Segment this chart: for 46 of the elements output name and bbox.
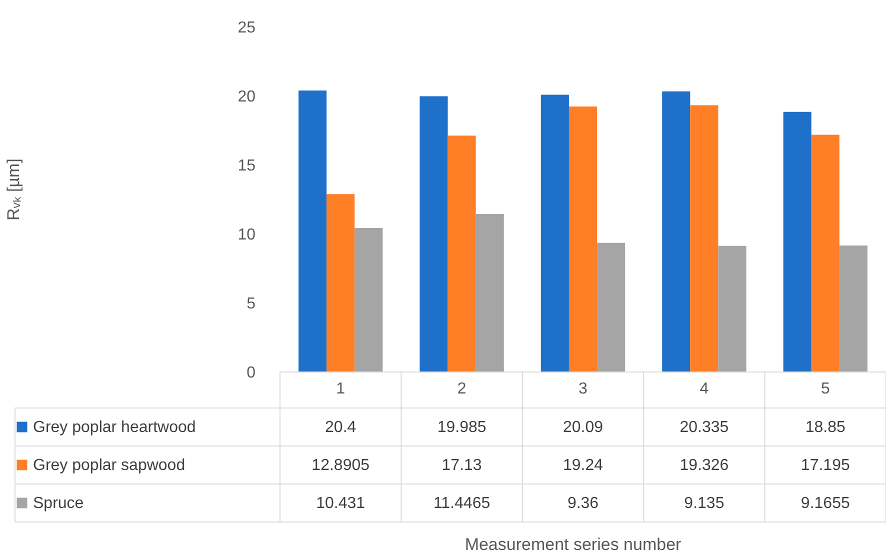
y-tick-label: 15: [238, 158, 256, 174]
bar: [326, 194, 355, 372]
y-tick-label: 0: [246, 364, 256, 382]
bar: [420, 96, 448, 372]
data-label: 20.09: [562, 419, 604, 436]
x-tick-label: 3: [578, 380, 588, 398]
x-tick-label: 4: [700, 380, 709, 398]
bar: [718, 246, 746, 372]
x-tick-label: 1: [336, 380, 346, 398]
data-label: 12.8905: [312, 457, 370, 474]
bar: [298, 90, 327, 372]
y-tick-label: 5: [246, 296, 256, 312]
text: Rᵥₖ [µm]: [4, 158, 23, 220]
data-label: 20.4: [325, 419, 356, 436]
bar: [839, 246, 868, 372]
bar: [811, 134, 840, 372]
data-label: 18.85: [805, 419, 846, 436]
data-label: 10.431: [316, 495, 366, 512]
bar: [568, 106, 598, 372]
legend-label: Grey poplar heartwood: [33, 419, 196, 436]
data-label: 19.985: [437, 419, 486, 436]
data-label: 9.135: [684, 495, 724, 512]
bar: [540, 94, 569, 372]
data-label: 17.195: [800, 457, 850, 474]
data-label: 11.4465: [433, 495, 490, 512]
data-label: 17.13: [442, 457, 482, 474]
y-tick-label: 10: [238, 226, 256, 244]
data-label: 20.335: [680, 419, 729, 436]
text: Measurement series number: [464, 535, 682, 554]
data-label: 19.326: [680, 457, 729, 474]
bar: [690, 105, 718, 372]
data-label: 9.36: [567, 495, 599, 512]
x-tick-label: 5: [820, 380, 830, 398]
bar: [597, 242, 626, 372]
legend-label: Grey poplar sapwood: [33, 457, 186, 474]
y-tick-label: 20: [238, 88, 256, 106]
bar: [448, 136, 476, 372]
y-tick-label: 25: [238, 20, 256, 36]
x-tick-label: 2: [457, 380, 466, 398]
data-label: 9.1655: [800, 495, 850, 512]
bar: [476, 214, 504, 372]
bar: [783, 112, 812, 372]
bar: [662, 91, 690, 372]
data-label: 19.24: [562, 457, 604, 474]
bar: [354, 228, 383, 372]
legend-label: Spruce: [33, 495, 84, 512]
